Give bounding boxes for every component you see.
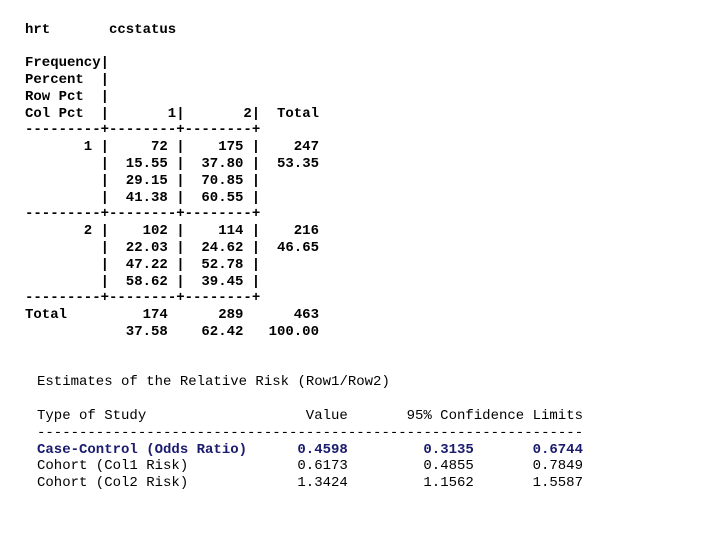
estimate-value: 0.6173: [297, 458, 348, 475]
table-rule: |: [100, 256, 109, 273]
table-rule: |: [100, 189, 109, 206]
lower-confidence-limit: 1.1562: [423, 475, 474, 492]
table-rule: |: [176, 273, 185, 290]
table-rule: |: [100, 273, 109, 290]
table-rule: |: [176, 240, 185, 256]
table-rule: |: [100, 72, 109, 88]
table-rule: |: [100, 139, 109, 156]
cell-row_pct: 70.85: [201, 172, 244, 189]
table-rule: |: [100, 240, 109, 256]
column-total-frequency: 463: [293, 307, 319, 324]
cell-row_pct: 29.15: [125, 172, 168, 189]
upper-confidence-limit: 1.5587: [532, 475, 583, 492]
cell-pct: 37.80: [201, 156, 244, 172]
table-rule: |: [251, 273, 261, 290]
cell-col_pct: 41.38: [125, 189, 168, 206]
table-rule: |: [100, 55, 109, 72]
cell-freq: 175: [218, 139, 244, 156]
table-rule: |: [176, 172, 185, 189]
table-rule: |: [100, 172, 109, 189]
column-header-2: 2: [243, 105, 252, 122]
row-label: 1: [83, 139, 93, 156]
table-rule: |: [176, 256, 185, 273]
upper-confidence-limit: 0.6744: [532, 441, 583, 458]
table-rule: |: [100, 223, 109, 240]
cell-freq: 102: [142, 223, 168, 240]
stat-label: Row Pct: [25, 88, 84, 105]
study-type: Cohort (Col1 Risk): [37, 458, 189, 475]
cell-pct: 24.62: [201, 240, 244, 256]
study-type: Case-Control (Odds Ratio): [37, 441, 248, 458]
column-total-frequency: 289: [218, 307, 244, 324]
table-rule: |: [251, 240, 261, 256]
lower-confidence-limit: 0.3135: [423, 441, 474, 458]
cell-row_pct: 52.78: [201, 256, 244, 273]
stat-label: Frequency: [25, 55, 101, 72]
table-rule: |: [176, 156, 185, 172]
table-rule: |: [100, 88, 109, 105]
cell-freq: 72: [151, 139, 168, 156]
estimate-value: 1.3424: [297, 475, 348, 492]
table-rule: |: [100, 105, 109, 122]
column-total-frequency: 174: [142, 307, 168, 324]
table-rule: |: [251, 156, 261, 172]
table-rule: |: [251, 189, 261, 206]
table-separator: ---------+--------+--------+: [25, 122, 261, 139]
table-rule: |: [251, 223, 261, 240]
row-variable-label: hrt: [25, 21, 51, 38]
cell-col_pct: 58.62: [125, 273, 168, 290]
column-variable-label: ccstatus: [109, 21, 177, 38]
column-total-percent: 37.58: [125, 324, 168, 340]
table-separator: ---------+--------+--------+: [25, 290, 261, 307]
row-total-percent: 53.35: [276, 156, 319, 172]
stat-label: Col Pct: [25, 105, 84, 122]
table-rule: |: [176, 189, 185, 206]
cell-freq: 114: [218, 223, 244, 240]
table-rule: |: [251, 172, 261, 189]
row-label: 2: [83, 223, 93, 240]
table-rule: |: [251, 256, 261, 273]
table-rule: |: [100, 156, 109, 172]
column-header-1: 1: [167, 105, 177, 122]
estimate-value: 0.4598: [297, 441, 348, 458]
column-total-percent: 100.00: [268, 324, 319, 340]
table-rule: |: [176, 139, 185, 156]
header-confidence-limits: 95% Confidence Limits: [406, 408, 583, 424]
cell-col_pct: 39.45: [201, 273, 244, 290]
table-rule: |: [176, 105, 185, 122]
study-type: Cohort (Col2 Risk): [37, 475, 189, 492]
stat-label: Percent: [25, 72, 84, 88]
row-total-percent: 46.65: [276, 240, 319, 256]
row-total-frequency: 247: [293, 139, 319, 156]
table-rule: |: [176, 223, 185, 240]
lower-confidence-limit: 0.4855: [423, 458, 474, 475]
totals-label: Total: [25, 307, 68, 324]
relative-risk-title: Estimates of the Relative Risk (Row1/Row…: [37, 374, 390, 391]
cell-pct: 22.03: [125, 240, 168, 256]
table-rule: |: [251, 105, 261, 122]
cell-row_pct: 47.22: [125, 256, 168, 273]
upper-confidence-limit: 0.7849: [532, 458, 583, 475]
cell-pct: 15.55: [125, 156, 168, 172]
table-rule: |: [251, 139, 261, 156]
column-total-percent: 62.42: [201, 324, 244, 340]
row-total-frequency: 216: [293, 223, 319, 240]
table-separator: ----------------------------------------…: [37, 424, 584, 441]
cell-col_pct: 60.55: [201, 189, 244, 206]
column-header-total: Total: [277, 105, 320, 122]
table-separator: ---------+--------+--------+: [25, 206, 261, 223]
header-type-of-study: Type of Study: [37, 408, 147, 424]
header-value: Value: [305, 408, 348, 424]
